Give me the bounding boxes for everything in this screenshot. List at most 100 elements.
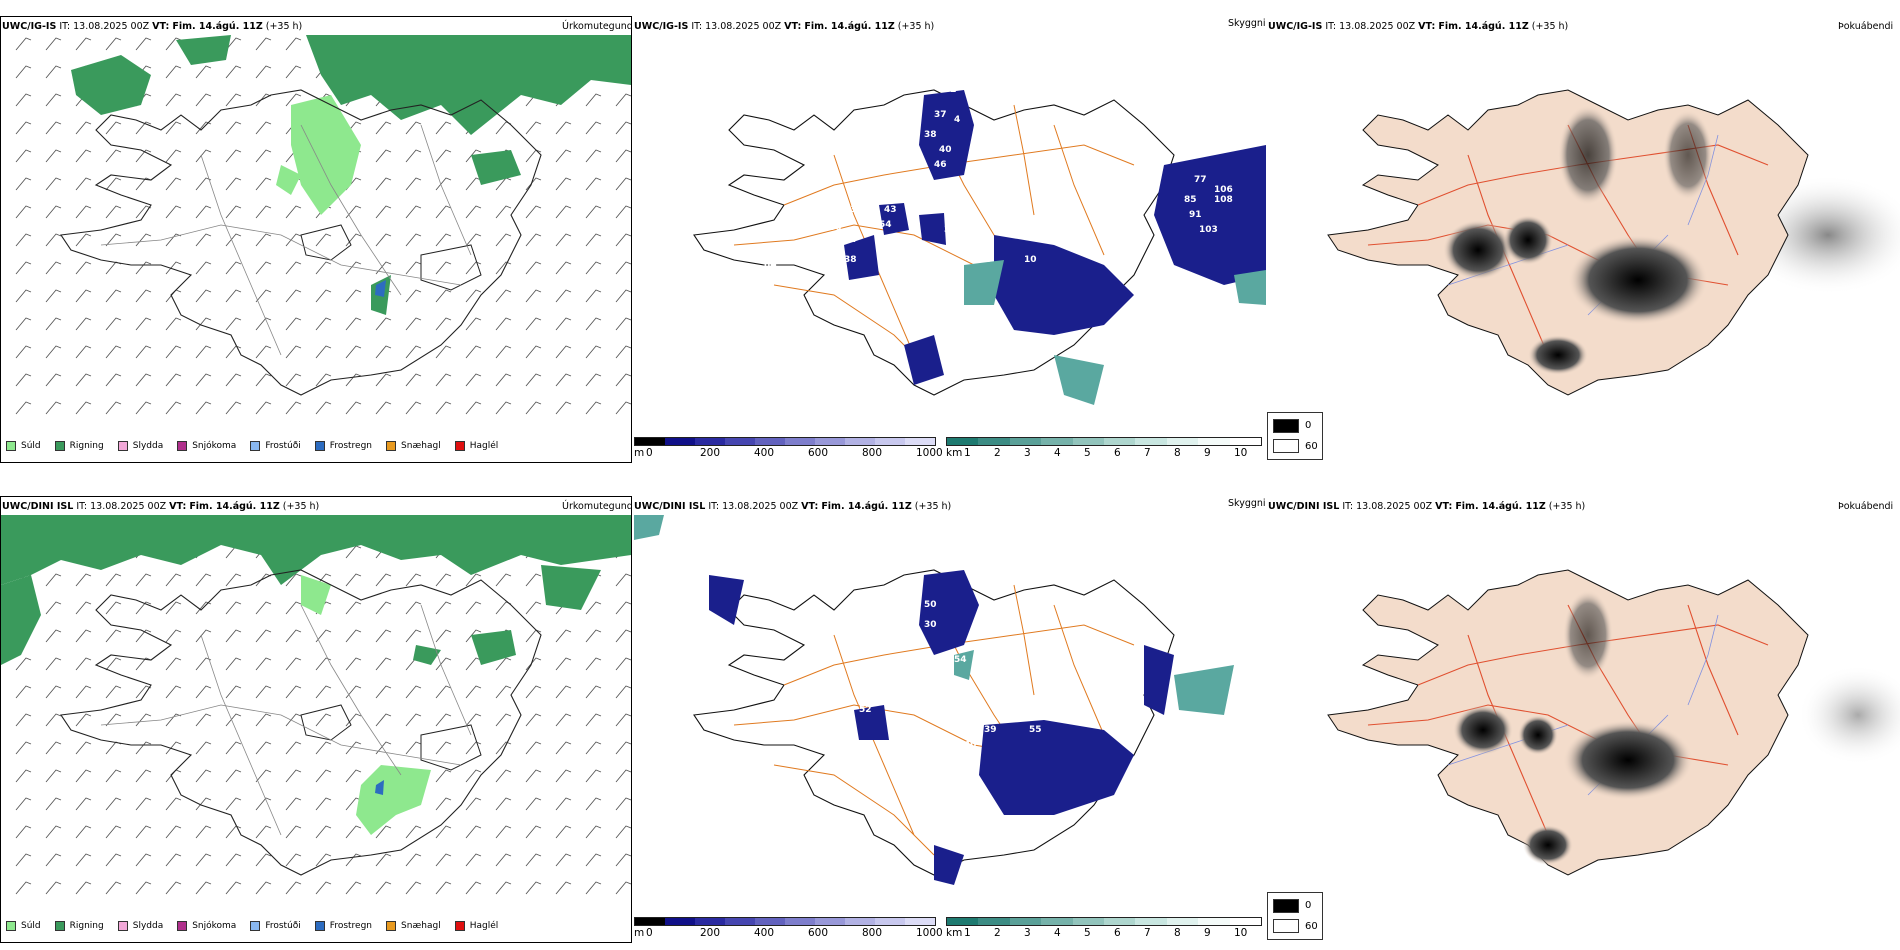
roads bbox=[100, 124, 472, 356]
legend-swatch bbox=[54, 441, 65, 451]
colorbar-segment bbox=[665, 438, 695, 445]
cloud-base-label: 64 bbox=[684, 600, 697, 610]
visibility-area bbox=[964, 260, 1004, 305]
colorbar-tick-label: 6 bbox=[1114, 447, 1121, 459]
colorbar-tick-label: 200 bbox=[700, 447, 721, 459]
rain-area bbox=[306, 35, 631, 135]
fog-label-60: 60 bbox=[1305, 921, 1318, 932]
it-value: 13.08.2025 00Z bbox=[1339, 21, 1416, 32]
precip-title-1: Úrkomutegund bbox=[562, 21, 633, 32]
vt-label: VT: bbox=[801, 501, 819, 512]
legend-label: Haglél bbox=[469, 921, 499, 931]
cloud-base-label: 55 bbox=[959, 715, 972, 725]
cloud-base-unit: m bbox=[634, 927, 645, 939]
rain-area bbox=[1, 515, 631, 585]
cloud-base-label: 103 bbox=[1199, 225, 1218, 235]
it-label: IT: bbox=[1342, 501, 1354, 512]
legend-label: Súld bbox=[21, 921, 41, 931]
lead-time: (+35 h) bbox=[1548, 501, 1586, 512]
cloud-base-label: 55 bbox=[979, 255, 992, 265]
colorbar-tick-label: 5 bbox=[1084, 927, 1091, 939]
colorbar-segment bbox=[785, 438, 815, 445]
cloud-base-label: 62 bbox=[944, 85, 957, 95]
map-header-1c: UWC/IG-IS IT: 13.08.2025 00Z VT: Fim. 14… bbox=[1268, 21, 1568, 33]
wind-barbs bbox=[15, 517, 631, 895]
fog-legend-2: 0 60 bbox=[1267, 892, 1323, 940]
colorbar-tick-label: 3 bbox=[1024, 447, 1031, 459]
legend-swatch bbox=[386, 441, 397, 451]
lead-time: (+35 h) bbox=[1531, 21, 1569, 32]
vt-value: Fim. 14.ágú. 11Z bbox=[821, 501, 912, 512]
colorbar-segment bbox=[1041, 918, 1073, 925]
vt-label: VT: bbox=[1418, 21, 1436, 32]
iceland-land bbox=[1327, 569, 1809, 876]
legend-swatch bbox=[177, 441, 188, 451]
colorbar-tick-label: 4 bbox=[1054, 927, 1061, 939]
cloud-base-unit: m bbox=[634, 447, 645, 459]
it-value: 13.08.2025 00Z bbox=[722, 501, 799, 512]
low-cloud-area bbox=[934, 845, 964, 885]
glacier-outline bbox=[300, 224, 352, 261]
cloud-base-label: 32 bbox=[824, 690, 837, 700]
legend-label: Rigning bbox=[69, 441, 104, 451]
it-label: IT: bbox=[691, 21, 703, 32]
colorbar-tick-label: 6 bbox=[1114, 927, 1121, 939]
legend-swatch bbox=[54, 921, 65, 931]
low-cloud-area bbox=[1154, 145, 1266, 285]
it-value: 13.08.2025 00Z bbox=[73, 21, 150, 32]
legend-swatch bbox=[177, 921, 188, 931]
cloud-base-label: 11 bbox=[889, 270, 902, 280]
legend-label: Frostregn bbox=[329, 921, 373, 931]
legend-label: Snjókoma bbox=[192, 441, 237, 451]
colorbar-segment bbox=[635, 438, 665, 445]
it-value: 13.08.2025 00Z bbox=[1356, 501, 1433, 512]
rain-area bbox=[176, 35, 231, 65]
vt-label: VT: bbox=[1435, 501, 1453, 512]
legend-label: Haglél bbox=[469, 441, 499, 451]
colorbar-segment bbox=[978, 918, 1010, 925]
it-label: IT: bbox=[59, 21, 71, 32]
precip-map-frame-2 bbox=[0, 496, 632, 943]
colorbar-segment bbox=[1072, 438, 1105, 445]
legend-label: Snæhagl bbox=[401, 921, 441, 931]
rain-area bbox=[471, 150, 521, 185]
cloud-base-label: 55 bbox=[1029, 725, 1042, 735]
colorbar-segment bbox=[725, 918, 755, 925]
cloud-base-label: 37 bbox=[934, 110, 947, 120]
colorbar-segment bbox=[1104, 918, 1136, 925]
colorbar-segment bbox=[695, 918, 725, 925]
map-header-1: UWC/IG-IS IT: 13.08.2025 00Z VT: Fim. 14… bbox=[2, 21, 302, 33]
cloud-base-label: 50 bbox=[829, 223, 842, 233]
visibility-area bbox=[1234, 270, 1266, 305]
cloud-base-label: 4 bbox=[954, 115, 961, 125]
cloud-title-2: Skyggni bbox=[1228, 498, 1266, 509]
colorbar-segment bbox=[1198, 438, 1230, 445]
fog-map-1 bbox=[1327, 89, 1900, 396]
colorbar-segment bbox=[1135, 918, 1167, 925]
fog-legend-1: 0 60 bbox=[1267, 412, 1323, 460]
roads bbox=[100, 604, 472, 836]
row1: UWC/IG-IS IT: 13.08.2025 00Z VT: Fim. 14… bbox=[0, 0, 1900, 470]
legend-swatch bbox=[454, 921, 465, 931]
fog-swatch-60 bbox=[1273, 919, 1299, 933]
fog-swatch-0 bbox=[1273, 899, 1299, 913]
fog-map-2 bbox=[1327, 569, 1900, 876]
precip-legend-2: Súld Rigning Slydda Snjókoma Frostúði Frostre… bbox=[6, 921, 512, 931]
cloud-map-1 bbox=[693, 89, 1266, 405]
legend-swatch bbox=[314, 441, 325, 451]
legend-swatch bbox=[314, 921, 325, 931]
legend-label: Slydda bbox=[132, 921, 164, 931]
legend-swatch bbox=[117, 921, 128, 931]
it-label: IT: bbox=[76, 501, 88, 512]
glacier-outline bbox=[300, 704, 352, 741]
precip-map-2 bbox=[1, 515, 631, 895]
colorbar-tick-label: 400 bbox=[754, 447, 775, 459]
legend-label: Frostúði bbox=[265, 441, 301, 451]
legend-label: Snjókoma bbox=[192, 921, 237, 931]
visibility-area bbox=[954, 650, 974, 680]
colorbar-tick-label: 8 bbox=[1174, 447, 1181, 459]
colorbar-tick-label: 200 bbox=[700, 927, 721, 939]
colorbar-segment bbox=[1009, 918, 1042, 925]
legend-item: Súld bbox=[6, 441, 41, 451]
colorbar-segment bbox=[635, 918, 665, 925]
